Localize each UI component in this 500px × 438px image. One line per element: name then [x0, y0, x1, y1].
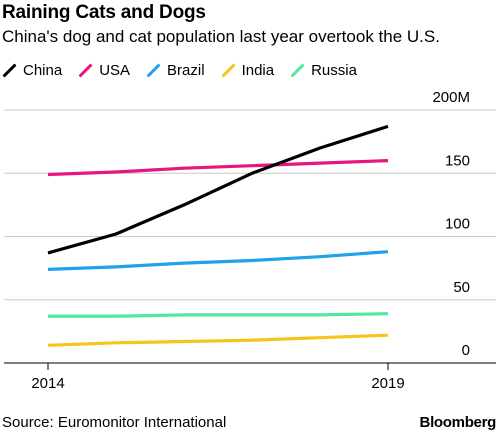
legend: China USA Brazil India Russia — [2, 60, 373, 80]
x-tick-label: 2014 — [31, 375, 64, 392]
y-tick-label: 50 — [453, 279, 470, 296]
legend-label: China — [23, 61, 63, 79]
chart-title: Raining Cats and Dogs — [2, 2, 206, 23]
legend-label: USA — [99, 61, 131, 79]
y-tick-label: 100 — [445, 216, 470, 233]
series-line-usa — [47, 159, 389, 177]
legend-item-india: India — [221, 62, 275, 79]
source-note: Source: Euromonitor International — [2, 414, 227, 431]
legend-label: Brazil — [167, 61, 205, 79]
chart-subtitle: China's dog and cat population last year… — [2, 27, 440, 46]
x-tick-label: 2019 — [371, 375, 404, 392]
brand-logo: Bloomberg — [419, 414, 497, 431]
series-line-russia — [48, 312, 389, 318]
legend-item-china: China — [2, 62, 62, 79]
series-line-india — [47, 333, 389, 347]
y-tick-label: 150 — [445, 152, 470, 169]
y-tick-label: 200M — [432, 89, 470, 106]
legend-item-russia: Russia — [290, 62, 357, 79]
series-line-brazil — [47, 250, 389, 271]
legend-item-usa: USA — [78, 62, 130, 79]
legend-item-brazil: Brazil — [146, 62, 205, 79]
legend-label: India — [241, 61, 275, 79]
series-line-china — [47, 124, 389, 255]
legend-label: Russia — [311, 61, 357, 79]
y-tick-label: 0 — [462, 342, 470, 359]
